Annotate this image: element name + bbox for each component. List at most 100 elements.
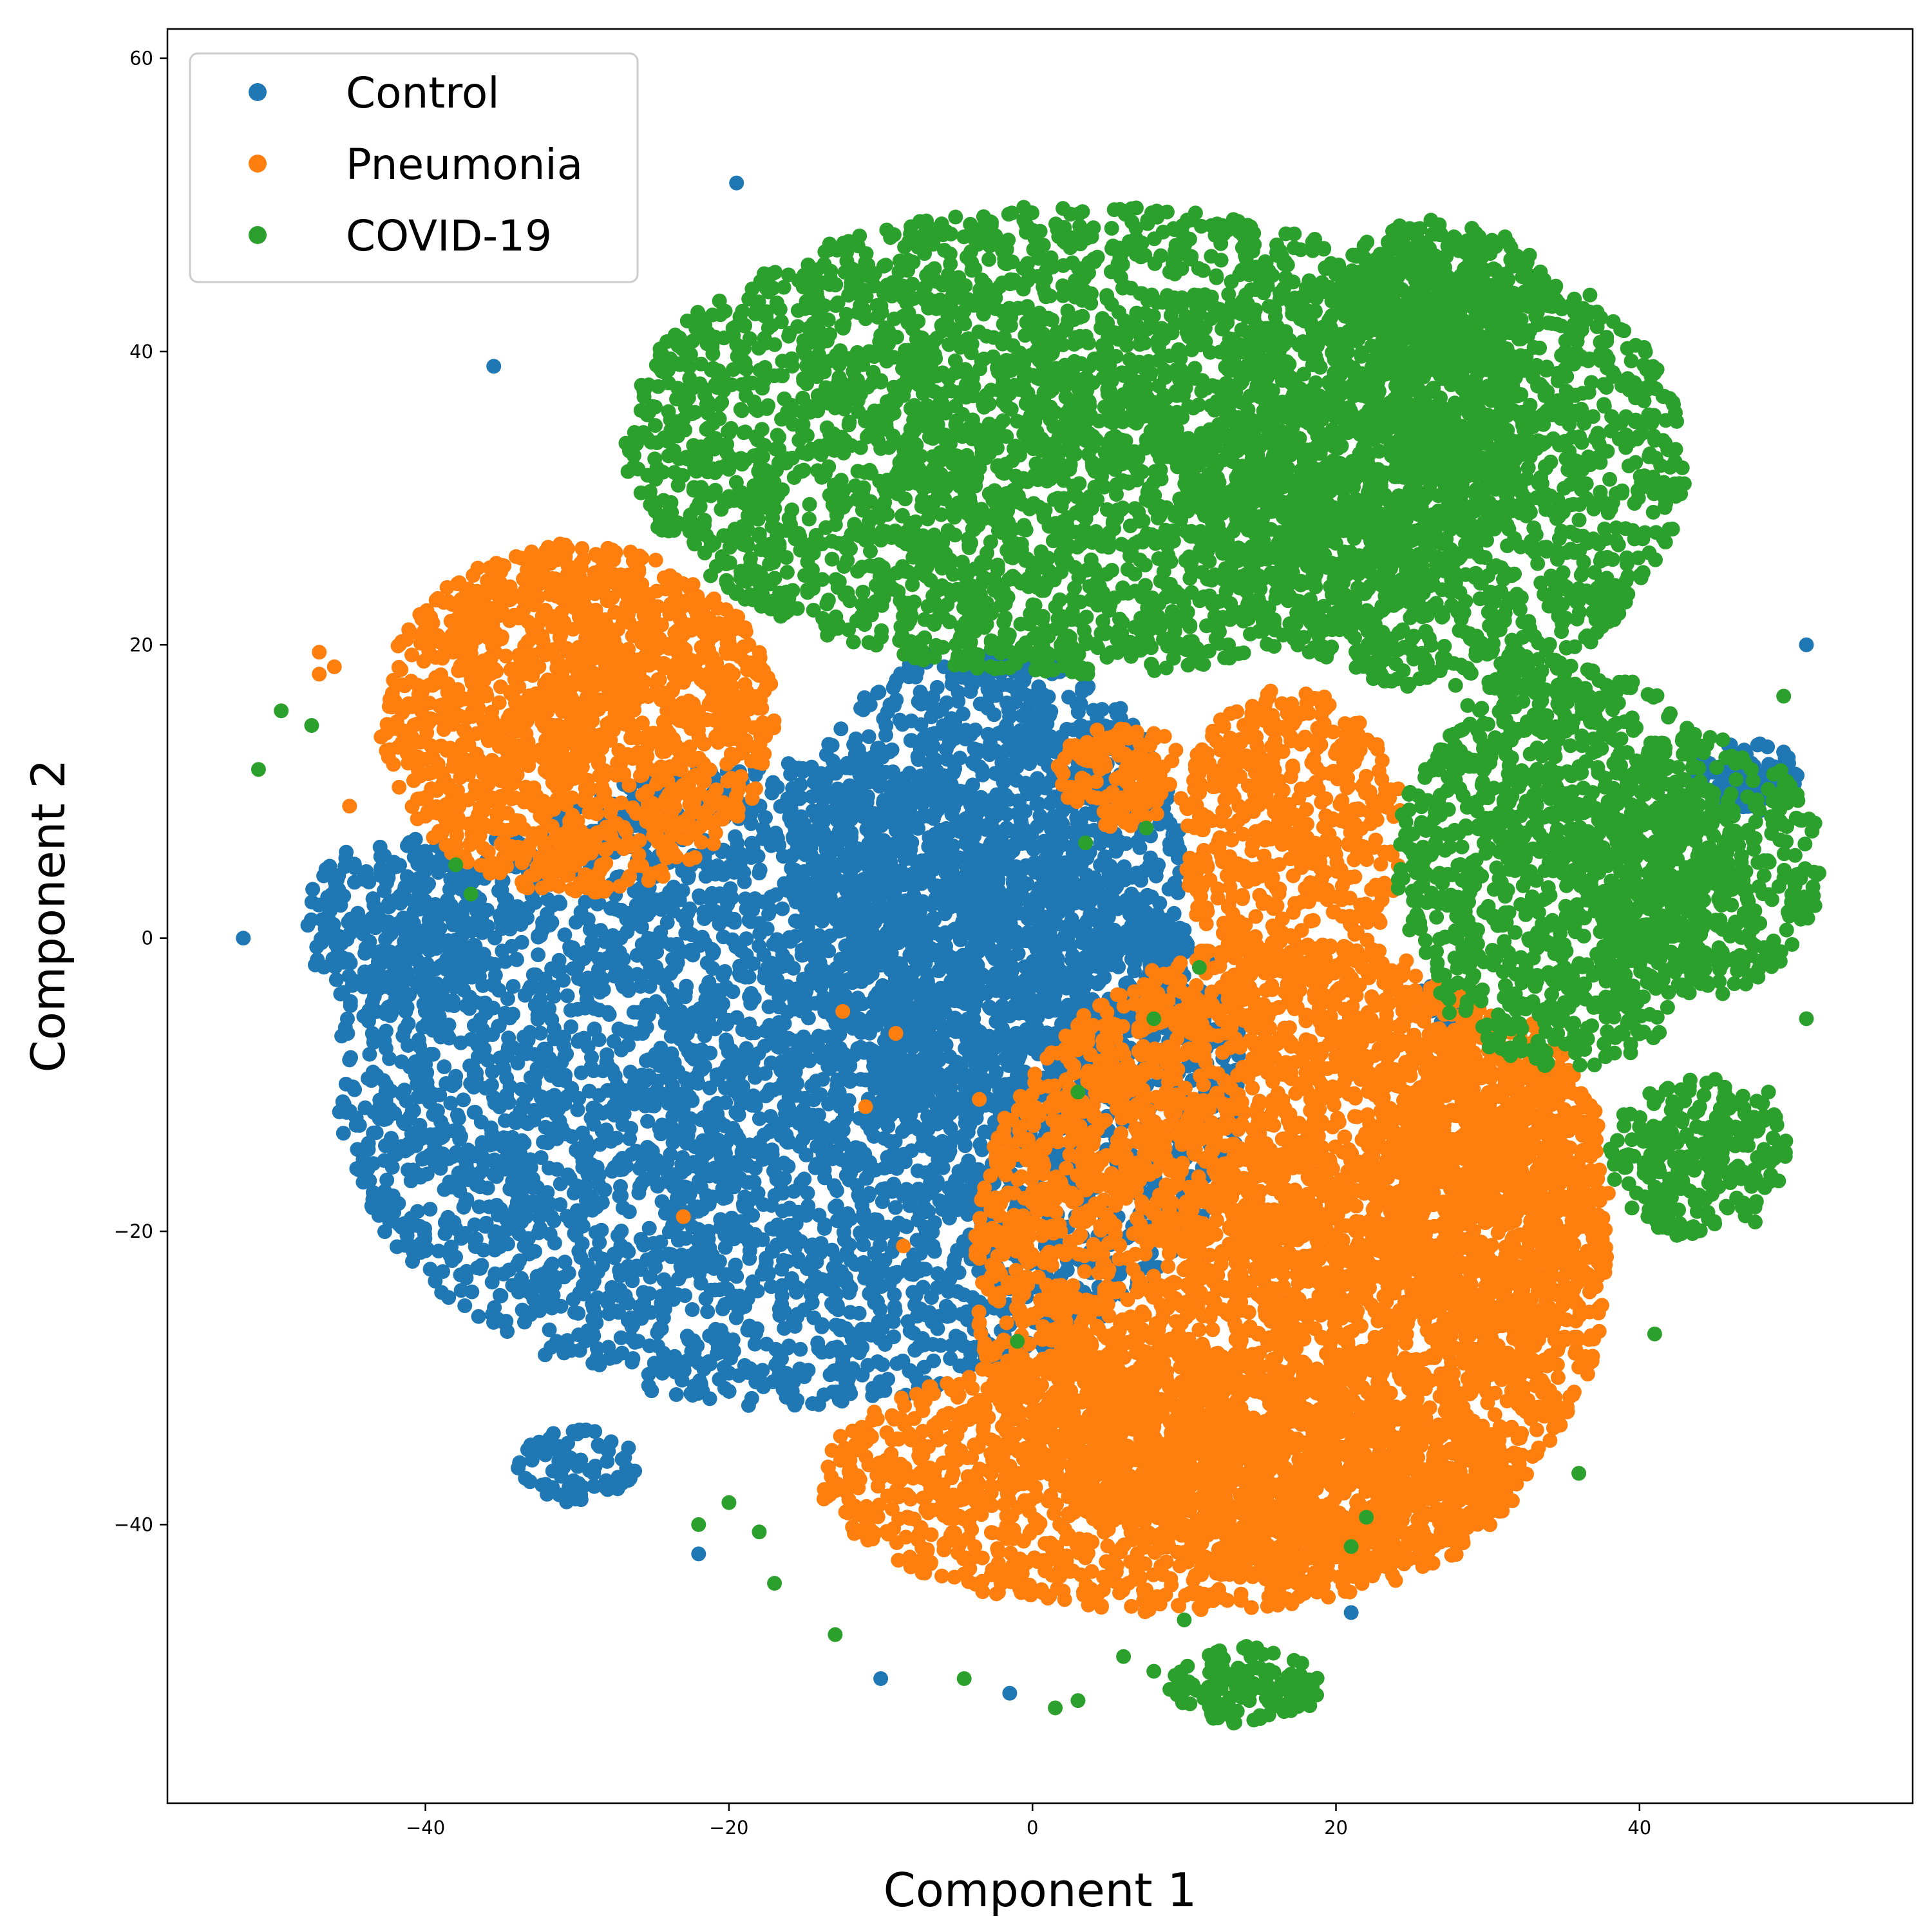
scatter-point [930, 1280, 945, 1295]
scatter-point [336, 1126, 351, 1141]
scatter-point [362, 1046, 377, 1062]
scatter-point [366, 1028, 381, 1043]
scatter-point [661, 1354, 676, 1369]
scatter-point [509, 951, 524, 967]
scatter-point [744, 806, 759, 821]
scatter-point [564, 943, 580, 958]
scatter-point [415, 1056, 430, 1070]
scatter-point [724, 1211, 740, 1226]
scatter-point [560, 988, 575, 1003]
scatter-point [654, 1194, 670, 1209]
scatter-point [723, 1350, 738, 1366]
scatter-point [607, 1246, 622, 1262]
scatter-point [820, 1059, 836, 1074]
scatter-point [456, 1200, 471, 1215]
scatter-point [509, 1257, 525, 1273]
scatter-point [664, 963, 679, 979]
scatter-point [529, 1300, 545, 1316]
scatter-point [716, 1267, 732, 1283]
scatter-point [839, 1245, 855, 1260]
scatter-point [545, 1256, 560, 1272]
scatter-point [521, 1231, 536, 1246]
scatter-point [682, 945, 697, 960]
scatter-point [377, 1153, 392, 1168]
scatter-point [372, 1111, 387, 1126]
scatter-point [861, 729, 876, 744]
scatter-point [772, 989, 787, 1005]
scatter-point [755, 1363, 770, 1378]
scatter-point [570, 959, 585, 974]
scatter-point [752, 866, 767, 881]
scatter-point [700, 1304, 715, 1320]
scatter-point [720, 1282, 735, 1297]
scatter-point [679, 978, 694, 994]
scatter-point [505, 1278, 520, 1293]
scatter-point [437, 1059, 452, 1074]
scatter-point [476, 957, 491, 972]
scatter-point [745, 1208, 761, 1223]
scatter-point [705, 961, 721, 976]
scatter-point [435, 1021, 450, 1037]
scatter-point [529, 1180, 545, 1195]
scatter-point [544, 1340, 559, 1355]
scatter-point [956, 963, 972, 978]
scatter-point [1088, 958, 1104, 974]
scatter-point [497, 900, 512, 916]
scatter-point [907, 1298, 922, 1312]
scatter-point [531, 947, 546, 963]
scatter-point [607, 1068, 623, 1084]
scatter-point [902, 1323, 918, 1339]
scatter-point [826, 1178, 842, 1193]
scatter-point [837, 1046, 851, 1061]
scatter-point [717, 964, 733, 979]
scatter-point [833, 1318, 848, 1334]
scatter-point [533, 1025, 548, 1041]
scatter-point [614, 1224, 629, 1238]
scatter-point [813, 1236, 829, 1251]
scatter-point [891, 1265, 905, 1280]
scatter-point [761, 906, 777, 922]
scatter-point [471, 1309, 486, 1324]
scatter-point [531, 928, 546, 943]
scatter-point [692, 1138, 708, 1153]
scatter-point [875, 1182, 890, 1197]
scatter-point [712, 916, 727, 932]
scatter-point [822, 1344, 837, 1359]
scatter-point [439, 1076, 454, 1091]
scatter-point [695, 929, 710, 945]
scatter-point [855, 1327, 871, 1342]
scatter-point [653, 1000, 668, 1015]
scatter-point [902, 1119, 917, 1135]
scatter-point [457, 1298, 473, 1313]
scatter-point [958, 1137, 973, 1153]
scatter-point [697, 911, 712, 926]
scatter-point [793, 1341, 808, 1357]
scatter-point [408, 1138, 424, 1153]
scatter-point [491, 883, 506, 898]
scatter-point [687, 1052, 702, 1067]
scatter-point [615, 1117, 630, 1132]
scatter-point [692, 888, 707, 904]
scatter-point [356, 1009, 372, 1024]
scatter-point [491, 1019, 506, 1034]
scatter-point [824, 1296, 839, 1312]
scatter-point [405, 1254, 420, 1269]
scatter-point [564, 1081, 580, 1096]
scatter-point [446, 993, 461, 1009]
scatter-point [933, 1149, 949, 1164]
scatter-point [1074, 954, 1089, 969]
scatter-point [872, 1331, 887, 1347]
scatter-point [453, 1283, 469, 1298]
scatter-point [726, 865, 742, 880]
scatter-point [813, 1087, 828, 1103]
scatter-point [742, 989, 757, 1005]
scatter-point [728, 1104, 744, 1120]
scatter-point [501, 1040, 516, 1056]
scatter-point [744, 1390, 759, 1406]
scatter-point [468, 1231, 484, 1247]
scatter-point [743, 914, 759, 929]
scatter-point [449, 1145, 464, 1160]
scatter-point [675, 883, 690, 898]
scatter-point [773, 1237, 788, 1252]
scatter-point [650, 1074, 665, 1089]
